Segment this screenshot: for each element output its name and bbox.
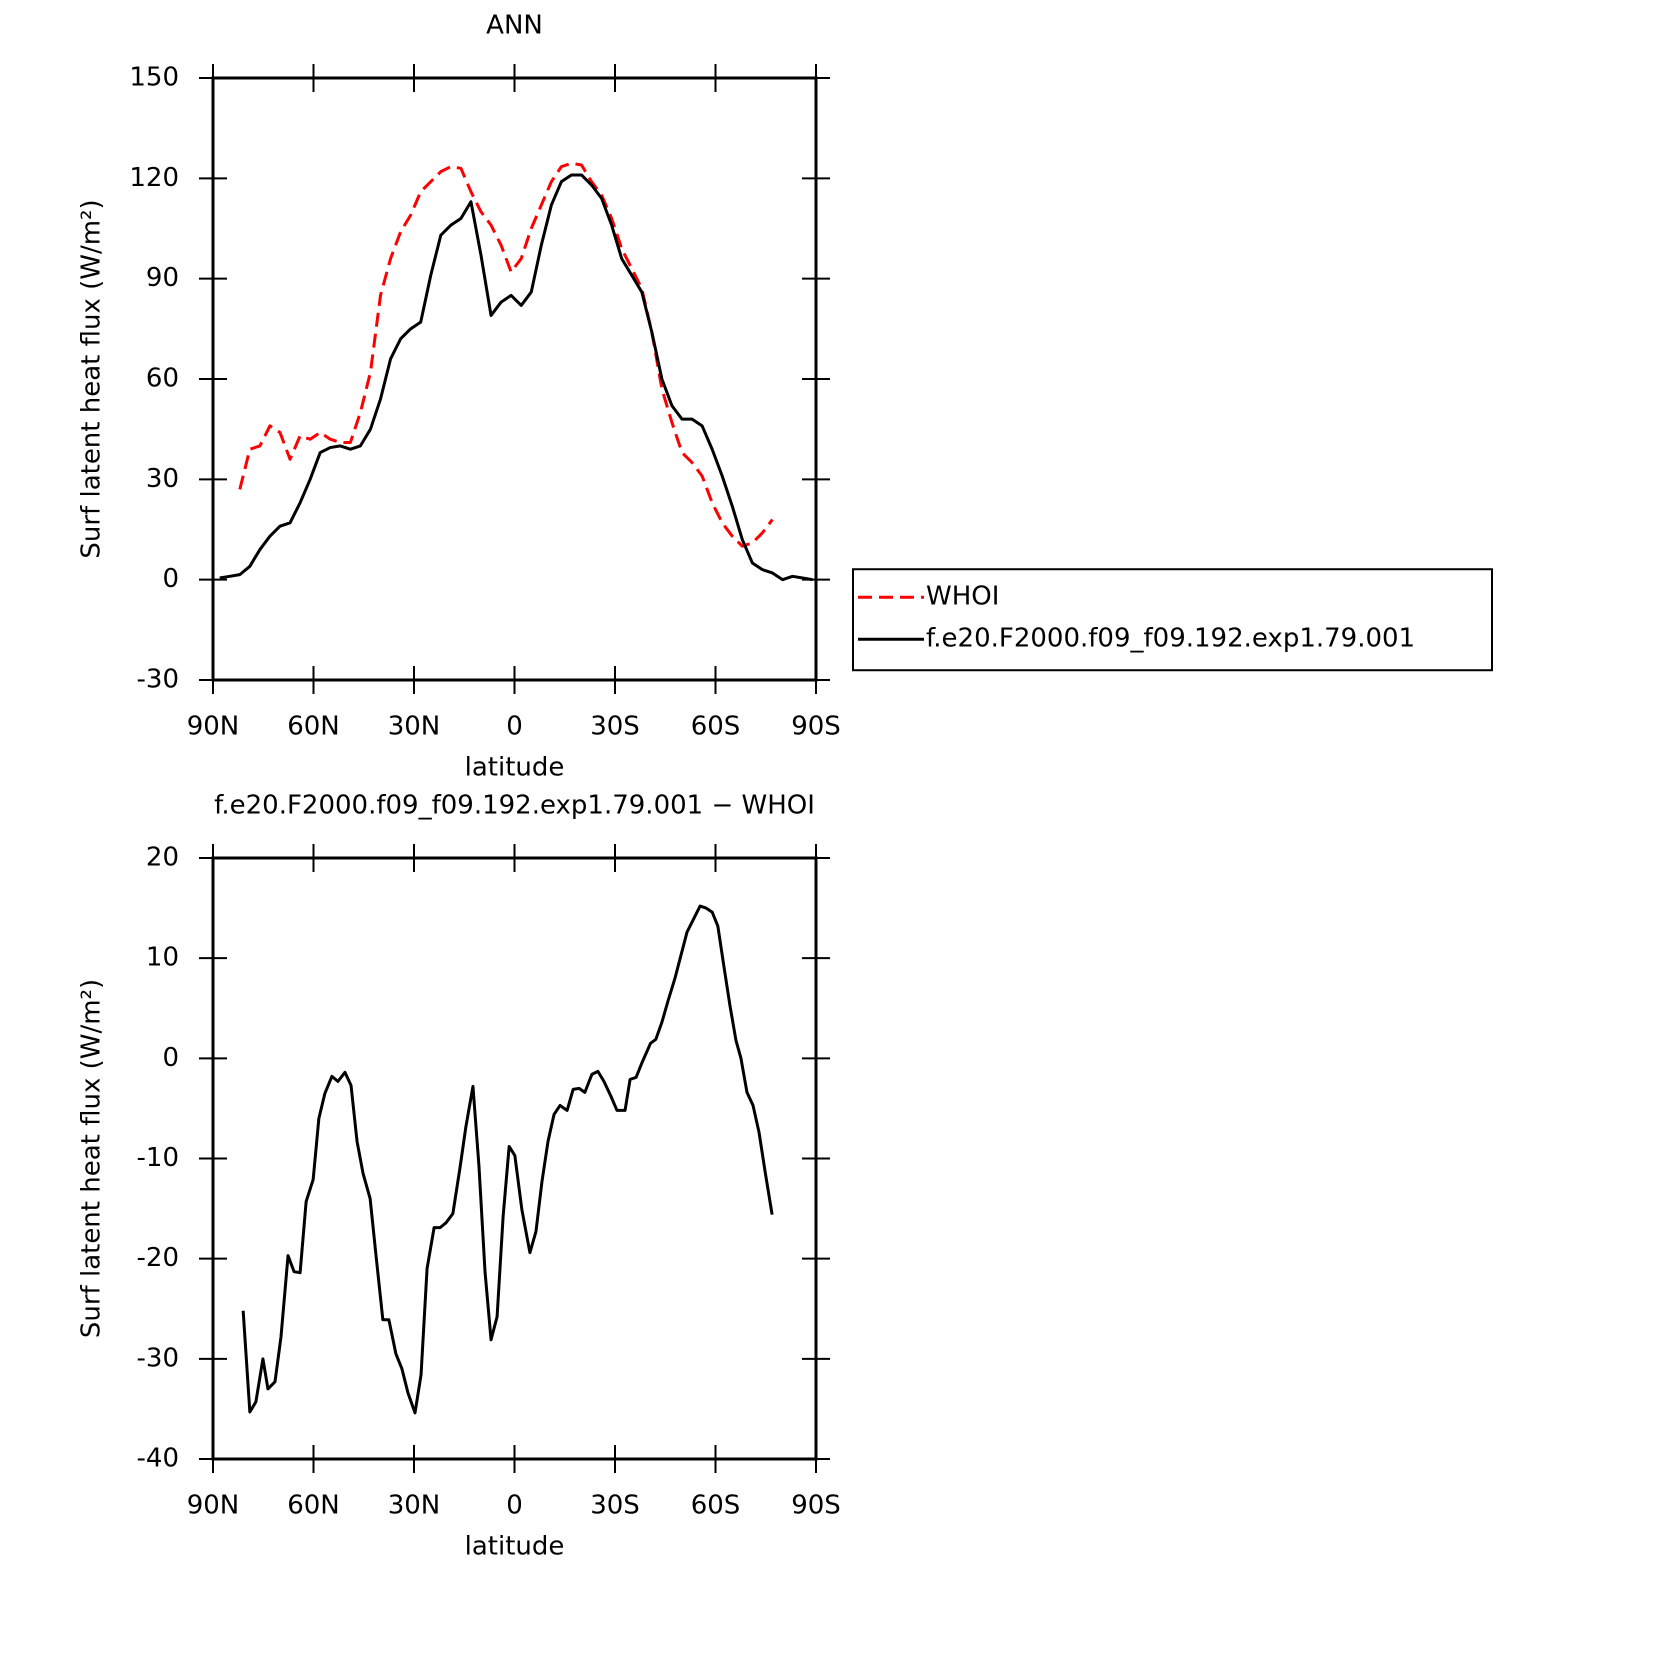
legend-box	[852, 568, 1493, 672]
data-line	[238, 161, 774, 548]
x-tick-label: 90S	[791, 712, 841, 742]
x-tick-label: 0	[506, 1491, 523, 1521]
chart-title: ANN	[486, 11, 543, 41]
x-tick-label: 30S	[590, 1491, 640, 1521]
y-axis-label: Surf latent heat flux (W/m²)	[77, 979, 107, 1338]
x-tick-label: 60N	[287, 712, 340, 742]
y-tick-label: 120	[129, 163, 179, 193]
plot-frame	[211, 76, 818, 682]
data-line	[219, 173, 813, 582]
y-tick-label: -40	[137, 1444, 179, 1474]
legend-label: f.e20.F2000.f09_f09.192.exp1.79.001	[926, 624, 1415, 654]
x-tick-label: 90N	[187, 712, 240, 742]
data-line	[241, 904, 774, 1415]
legend-label: WHOI	[926, 582, 999, 612]
y-tick-label: -20	[137, 1243, 179, 1273]
x-tick-label: 60N	[287, 1491, 340, 1521]
chart-title: f.e20.F2000.f09_f09.192.exp1.79.001 − WH…	[214, 791, 815, 821]
x-tick-label: 60S	[691, 1491, 741, 1521]
x-axis-label: latitude	[465, 1532, 565, 1562]
x-tick-label: 30N	[388, 1491, 441, 1521]
y-tick-label: 20	[146, 843, 179, 873]
x-tick-label: 60S	[691, 712, 741, 742]
y-tick-label: 60	[146, 364, 179, 394]
y-tick-label: -10	[137, 1143, 179, 1173]
x-tick-label: 30N	[388, 712, 441, 742]
y-tick-label: 150	[129, 63, 179, 93]
y-tick-label: 30	[146, 464, 179, 494]
y-tick-label: -30	[137, 665, 179, 695]
y-tick-label: 0	[162, 1043, 179, 1073]
y-tick-label: -30	[137, 1343, 179, 1373]
x-tick-label: 90S	[791, 1491, 841, 1521]
y-tick-label: 0	[162, 564, 179, 594]
x-tick-label: 90N	[187, 1491, 240, 1521]
y-axis-label: Surf latent heat flux (W/m²)	[77, 199, 107, 558]
y-tick-label: 90	[146, 263, 179, 293]
x-tick-label: 30S	[590, 712, 640, 742]
x-axis-label: latitude	[465, 753, 565, 783]
plot-frame	[211, 856, 818, 1461]
y-tick-label: 10	[146, 943, 179, 973]
x-tick-label: 0	[506, 712, 523, 742]
